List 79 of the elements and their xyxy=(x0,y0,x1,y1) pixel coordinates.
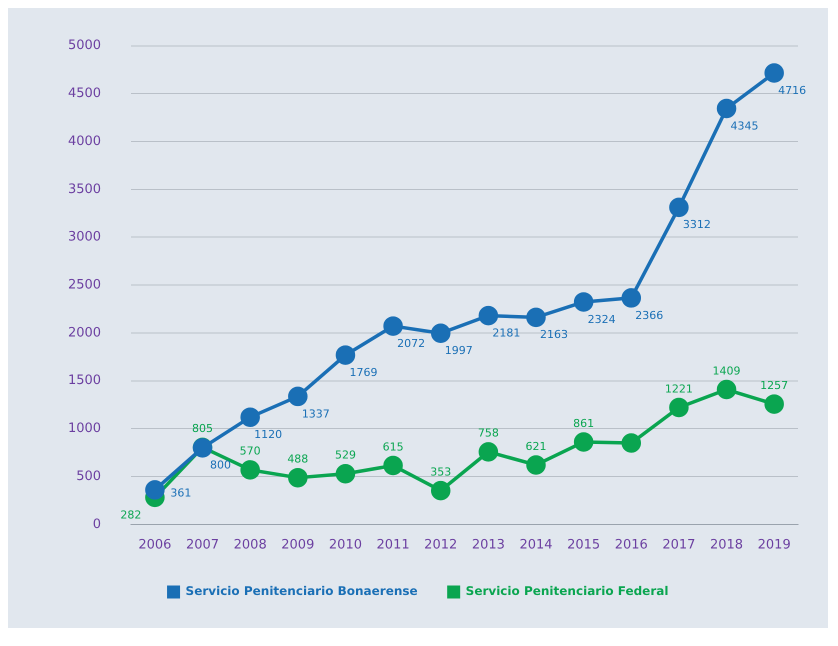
point xyxy=(574,292,594,312)
y-tick-label: 2500 xyxy=(68,277,102,292)
point xyxy=(240,460,260,480)
y-tick-label: 3500 xyxy=(68,182,102,197)
point xyxy=(764,63,784,83)
data-label: 805 xyxy=(192,422,214,436)
point xyxy=(430,480,450,500)
point xyxy=(383,316,403,336)
point xyxy=(669,198,689,218)
data-label: 3312 xyxy=(682,218,711,232)
data-label: 4716 xyxy=(778,84,806,97)
point xyxy=(430,323,450,343)
y-tick-label: 1500 xyxy=(68,373,102,388)
data-label: 861 xyxy=(573,416,594,430)
data-label: 615 xyxy=(382,440,404,454)
data-label: 361 xyxy=(170,486,192,500)
data-label: 570 xyxy=(240,444,261,458)
data-label: 2366 xyxy=(635,308,664,322)
point xyxy=(383,456,403,476)
y-tick-label: 1000 xyxy=(68,421,102,436)
point xyxy=(622,433,642,453)
data-label: 2181 xyxy=(492,326,520,340)
point xyxy=(336,464,356,484)
point xyxy=(669,398,689,418)
point xyxy=(145,480,165,500)
data-label: 529 xyxy=(334,448,356,462)
x-tick-label: 2014 xyxy=(519,538,553,553)
data-label: 488 xyxy=(287,452,308,466)
x-tick-label: 2017 xyxy=(662,538,696,553)
point xyxy=(716,380,736,400)
y-tick-label: 0 xyxy=(92,516,102,532)
data-label: 282 xyxy=(120,508,142,522)
data-label: 621 xyxy=(525,440,546,453)
data-label: 1769 xyxy=(349,366,378,379)
data-label: 4345 xyxy=(730,119,759,132)
point xyxy=(240,407,260,427)
x-tick-label: 2013 xyxy=(472,538,505,553)
data-label: 2324 xyxy=(588,312,616,326)
x-tick-label: 2015 xyxy=(567,538,600,553)
point xyxy=(764,394,784,414)
x-tick-label: 2018 xyxy=(710,538,744,553)
x-tick-label: 2007 xyxy=(186,538,220,553)
y-tick-label: 3000 xyxy=(68,230,102,245)
data-label: 800 xyxy=(210,458,232,472)
x-tick-label: 2011 xyxy=(376,538,410,553)
x-tick-label: 2009 xyxy=(281,538,314,553)
x-tick-label: 2006 xyxy=(138,538,172,553)
y-tick-label: 4500 xyxy=(68,86,102,102)
data-label: 1221 xyxy=(664,382,693,396)
data-label: 758 xyxy=(478,426,499,440)
point xyxy=(288,386,308,406)
data-label: 1409 xyxy=(712,364,741,378)
data-label: 1337 xyxy=(302,407,330,420)
point xyxy=(478,306,498,326)
data-label: 1257 xyxy=(760,378,788,392)
point xyxy=(478,442,498,462)
point xyxy=(526,308,546,328)
point xyxy=(716,98,736,118)
data-label: 2072 xyxy=(397,336,426,350)
x-tick-label: 2019 xyxy=(758,538,791,553)
y-tick-label: 2000 xyxy=(68,325,102,340)
y-tick-label: 5000 xyxy=(68,38,102,54)
legend-label: Servicio Penitenciario Federal xyxy=(466,584,668,598)
x-tick-label: 2016 xyxy=(614,538,648,553)
point xyxy=(574,432,594,452)
x-tick-label: 2008 xyxy=(234,538,267,553)
point xyxy=(288,468,308,488)
legend-label: Servicio Penitenciario Bonaerense xyxy=(186,584,418,598)
data-label: 353 xyxy=(430,465,452,478)
point xyxy=(336,345,356,365)
x-tick-label: 2010 xyxy=(328,538,362,553)
data-label: 1120 xyxy=(254,428,282,442)
x-tick-label: 2012 xyxy=(424,538,458,553)
y-tick-label: 500 xyxy=(76,468,102,484)
point xyxy=(526,455,546,475)
data-label: 2163 xyxy=(540,328,568,342)
y-tick-label: 4000 xyxy=(68,134,102,149)
data-label: 1997 xyxy=(444,344,473,358)
point xyxy=(622,288,642,308)
